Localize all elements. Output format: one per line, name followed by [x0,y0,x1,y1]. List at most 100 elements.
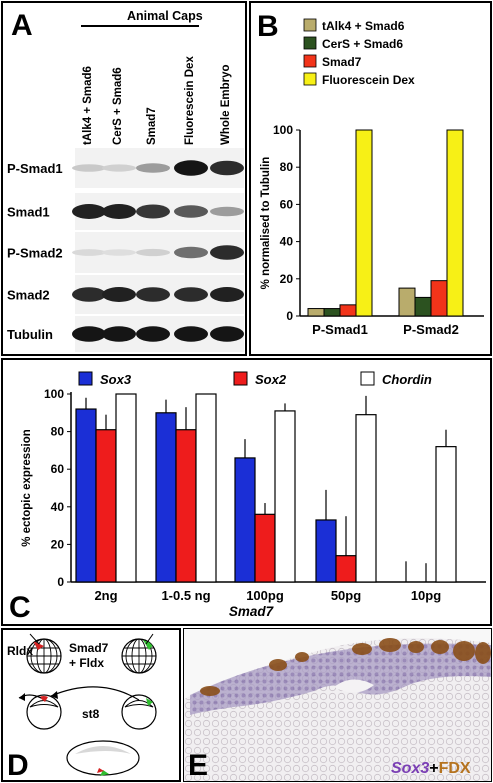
caption-plus: + [429,760,438,777]
bar [339,304,357,317]
st8-right-embryo [121,694,157,730]
smad7-fldx-donor-embryo [121,638,157,674]
y-tick-label: 100 [273,123,293,137]
blot-band [174,246,208,259]
blot-band [210,245,244,260]
bar [155,412,177,583]
bar-chart-b: B tAlk4 + Smad6 CerS + Smad6 Smad7 Fluoresc… [257,10,484,337]
transplant-arrow [50,686,140,701]
panel-b-label: B [257,10,279,43]
panel-a: A Animal Caps tAlk4 + Smad6 CerS + Smad6 S… [1,1,247,356]
bar [75,408,97,583]
bar [175,429,197,583]
blot-row-label: Smad1 [7,205,50,220]
bar [414,296,432,317]
lane-label: Fluorescein Dex [184,56,196,145]
caption-fdx: FDX [439,760,471,777]
blot-band [174,326,208,342]
blot-row-label: P-Smad1 [7,161,63,176]
legend-swatch [303,18,317,32]
bar [430,280,448,317]
bar [355,414,377,583]
bar [234,457,256,583]
legend-label: Fluorescein Dex [322,73,415,87]
x-category-label: 50pg [331,588,361,603]
blot-band [136,204,170,219]
caption-sox3: Sox3 [391,760,429,777]
bar [323,308,341,317]
y-tick-label: 20 [51,537,65,551]
bar [195,393,217,583]
fldx-label: + Fldx [69,656,104,670]
embryo-grafting-diagram: Rldx Smad7 + Fldx st8 [7,633,157,780]
panel-c-label: C [9,591,31,624]
lane-label: Smad7 [146,107,158,145]
lane-label: Whole Embryo [220,64,232,145]
y-tick-label: 80 [280,160,294,174]
x-category-label: 1-0.5 ng [161,588,210,603]
lane-label: CerS + Smad6 [112,67,124,145]
y-tick-label: 40 [51,500,65,514]
injection-needle-right [145,633,154,645]
bar [446,129,464,317]
st8-left-embryo [26,694,62,730]
panel-e: E Sox3+FDX [183,628,492,782]
blot-band [136,287,170,302]
bar-chart-c: Sox3 Sox2 Chordin 0 20 40 60 80 100 % ectopic ex… [9,371,486,624]
x-category-label: P-Smad2 [403,322,459,337]
panel-b: B tAlk4 + Smad6 CerS + Smad6 Smad7 Fluoresc… [249,1,492,356]
x-category-label: P-Smad1 [312,322,368,337]
lane-label: tAlk4 + Smad6 [82,66,94,145]
rldx-label: Rldx [7,644,33,658]
bar [355,129,373,317]
blot-band [136,326,170,342]
legend-swatch [303,36,317,50]
tailbud-embryo [66,740,140,776]
bar [435,446,457,583]
bar [315,519,337,583]
legend-swatch [78,371,93,386]
y-tick-label: 60 [280,197,294,211]
blot-band [72,249,106,256]
st8-label: st8 [82,707,100,721]
y-tick-label: 60 [51,462,65,476]
legend-label: Sox3 [100,372,132,387]
blot-band [174,205,208,218]
blot-band [72,164,106,172]
injection-needle-left [29,633,40,645]
y-tick-label: 80 [51,425,65,439]
panel-c: Sox3 Sox2 Chordin 0 20 40 60 80 100 % ectopic ex… [1,358,492,626]
y-axis-title: % ectopic expression [21,429,33,547]
legend-label: tAlk4 + Smad6 [322,19,405,33]
bar [115,393,137,583]
blot-band [102,204,136,219]
smad7-label: Smad7 [69,641,109,655]
bar [274,410,296,583]
blot-band [174,287,208,302]
panel-e-caption: Sox3+FDX [391,760,471,777]
animal-caps-header: Animal Caps [127,9,203,23]
rldx-donor-embryo [26,638,62,674]
blot-band [210,326,244,342]
legend-swatch [303,72,317,86]
panel-a-label: A [11,9,33,42]
blot-band [72,287,106,302]
blot-band [210,160,244,176]
bar [398,287,416,317]
y-tick-label: 20 [280,272,294,286]
panel-d-label: D [7,749,29,780]
y-tick-label: 40 [280,235,294,249]
blot-band [72,326,106,342]
legend-swatch [233,371,248,386]
sox3-fdx-section-image: E Sox3+FDX [184,629,491,781]
x-category-label: 2ng [94,588,117,603]
bar [95,429,117,583]
y-tick-label: 100 [44,387,64,401]
legend-label: Chordin [382,372,432,387]
y-axis-title: % normalised to Tubulin [260,157,272,290]
bar [254,513,276,583]
x-category-label: 10pg [411,588,441,603]
legend-label: Smad7 [322,55,362,69]
blot-row-label: P-Smad2 [7,246,63,261]
blot-band [136,163,170,173]
